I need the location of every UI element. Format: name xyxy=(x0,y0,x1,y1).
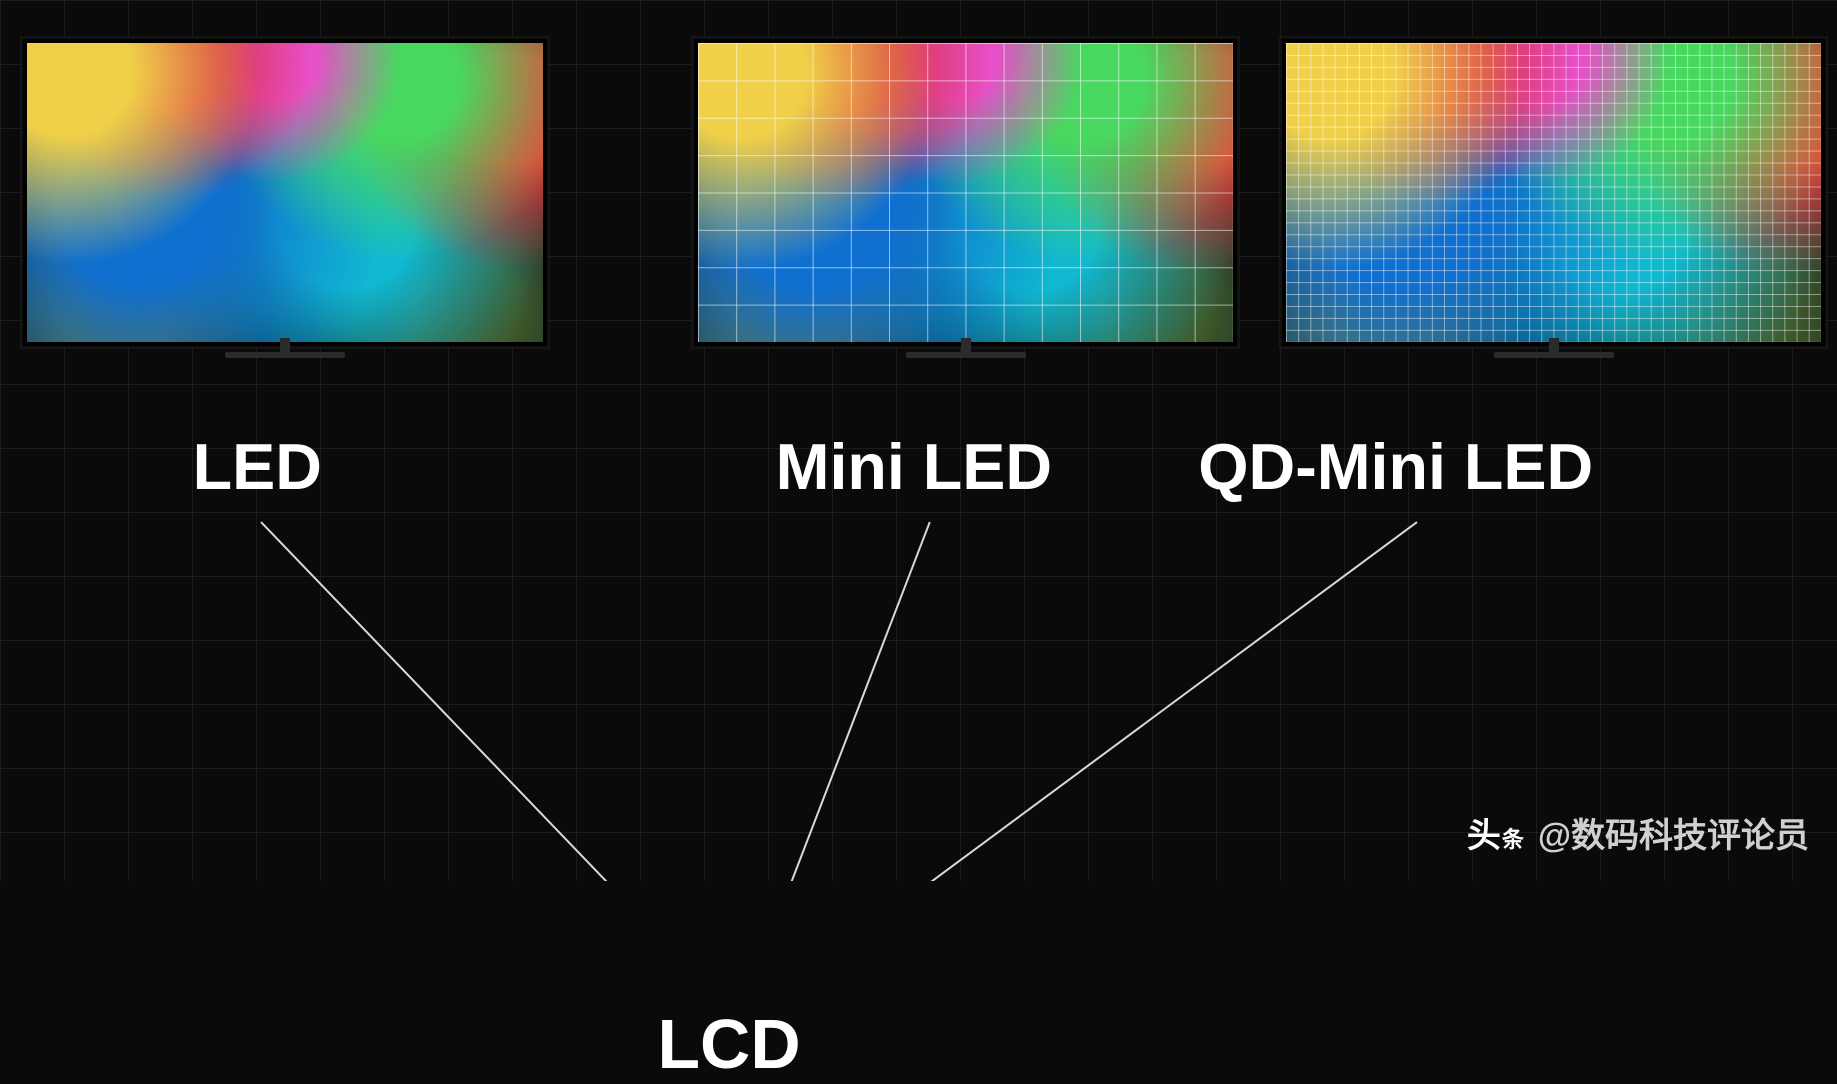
watermark-brand-char-2: 条 xyxy=(1502,822,1524,854)
watermark-text: @数码科技评论员 xyxy=(1538,808,1809,857)
zone-grid-overlay xyxy=(698,43,1233,342)
label-led: LED xyxy=(193,429,322,504)
tv-stand xyxy=(906,352,1026,358)
tv-stand xyxy=(225,352,345,358)
tv-miniled xyxy=(692,37,1239,348)
zone-grid-overlay xyxy=(1286,43,1821,342)
watermark-brand: 头 条 xyxy=(1467,808,1524,857)
label-qdminiled: QD-Mini LED xyxy=(1198,429,1593,504)
watermark: 头 条 @数码科技评论员 xyxy=(1467,808,1809,857)
label-lcd: LCD xyxy=(658,1004,801,1084)
tv-screen xyxy=(698,43,1233,342)
tv-qdminiled xyxy=(1280,37,1827,348)
tv-screen xyxy=(1286,43,1821,342)
diagram-canvas: LEDMini LEDQD-Mini LEDLCD 头 条 @数码科技评论员 xyxy=(0,0,1837,881)
tv-stand xyxy=(1494,352,1614,358)
tv-screen xyxy=(27,43,543,342)
watermark-brand-char-1: 头 xyxy=(1467,808,1501,857)
tv-led xyxy=(21,37,549,348)
label-miniled: Mini LED xyxy=(776,429,1052,504)
